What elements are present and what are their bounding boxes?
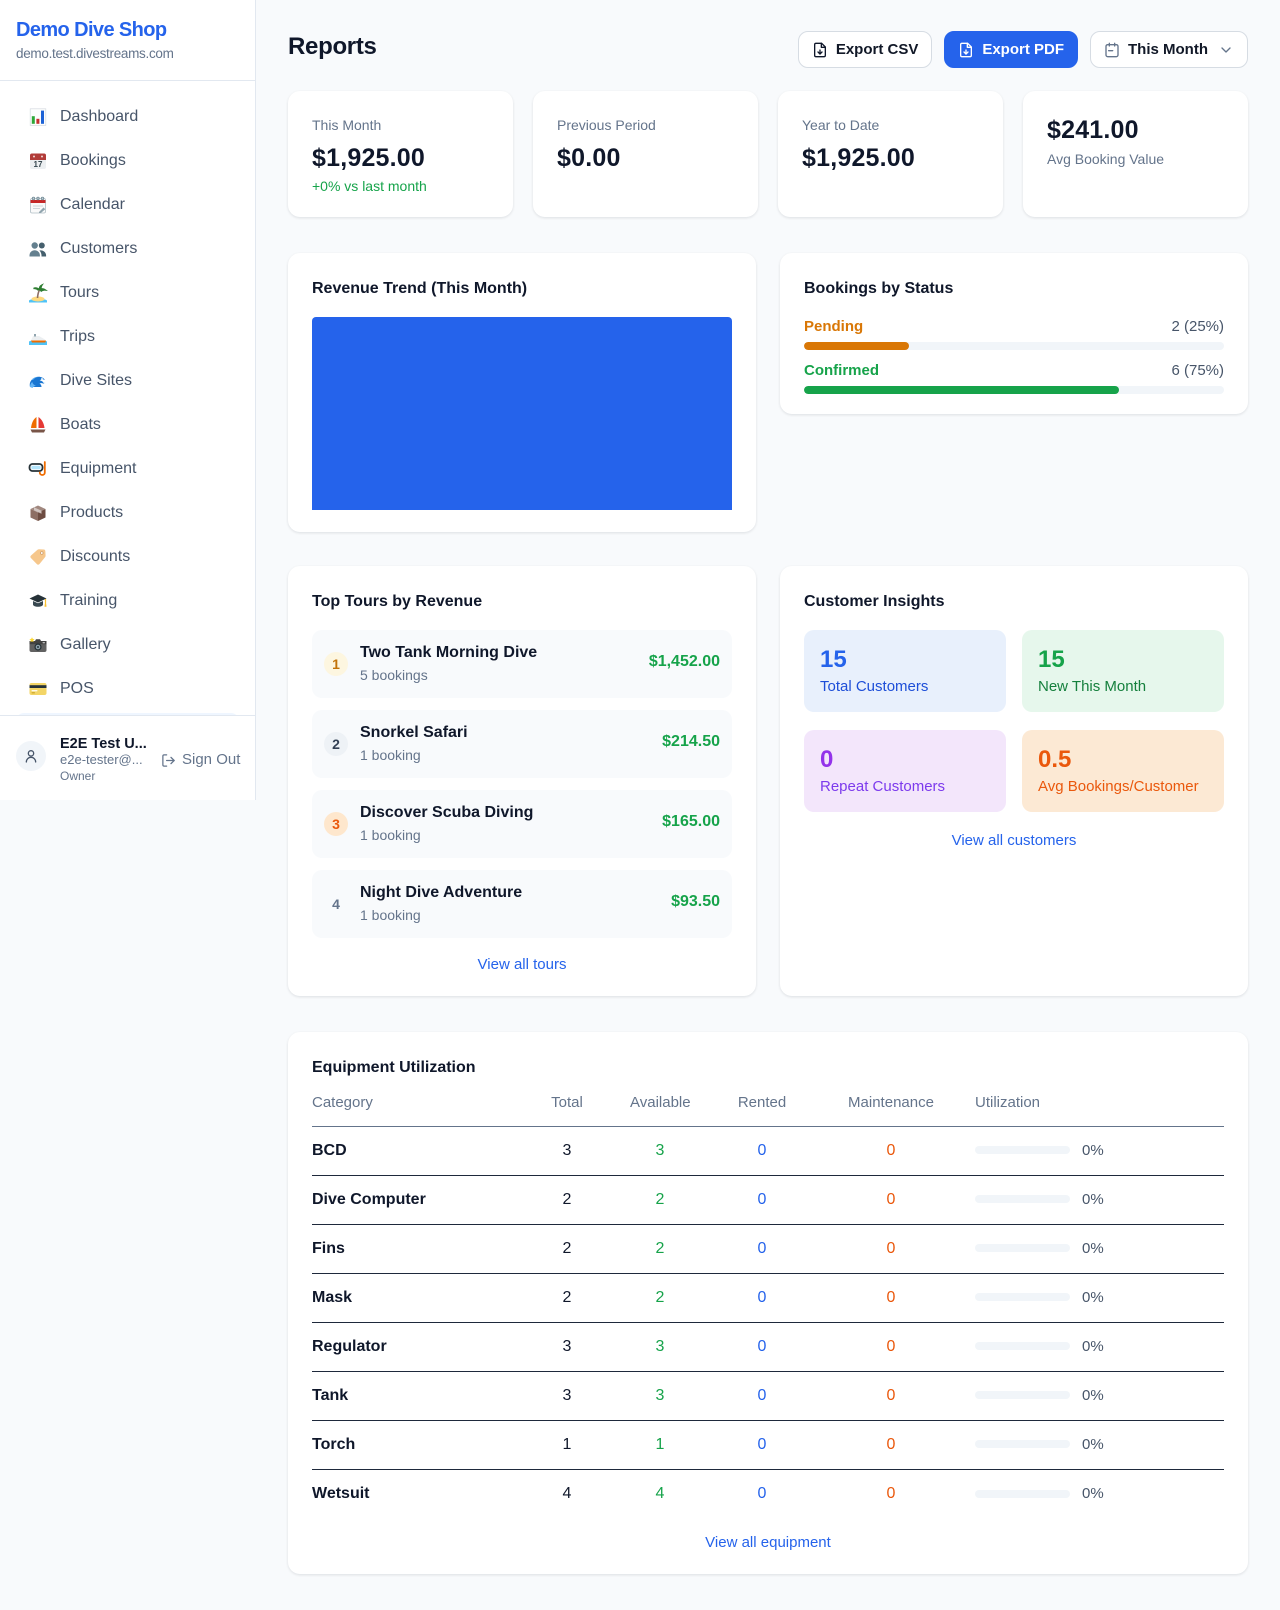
svg-text:17: 17 <box>34 160 43 169</box>
